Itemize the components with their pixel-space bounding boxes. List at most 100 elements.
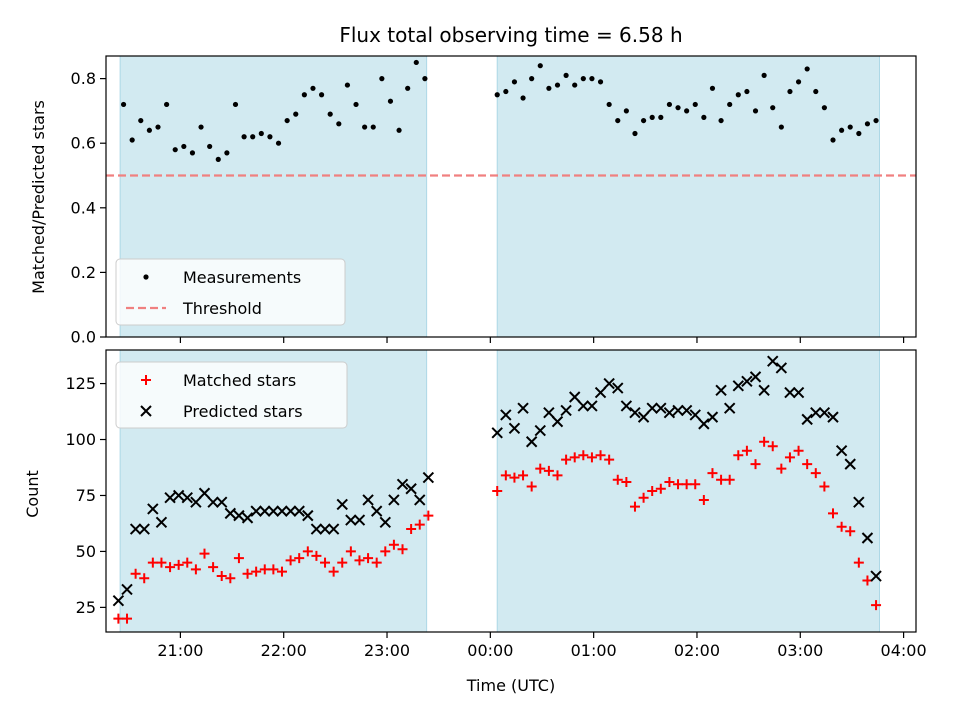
matched-star-point [612,474,623,485]
measurement-point [735,92,741,98]
measurement-point [546,85,552,91]
x-tick-label: 22:00 [261,641,307,660]
matched-star-point [629,501,640,512]
predicted-star-point [336,498,348,511]
predicted-star-point [250,505,262,517]
measurement-point [250,134,256,140]
series-matched-stars [113,436,882,624]
measurement-point [580,76,586,82]
legend: Matched stars Predicted stars [115,361,348,429]
predicted-star-point [741,375,753,388]
predicted-star-point [732,380,745,392]
predicted-star-point [603,377,615,390]
matched-star-point [561,454,572,465]
chart-title: Flux total observing time = 6.58 h [339,23,682,47]
y-tick-label: 75 [76,486,96,505]
y-tick-label: 100 [65,430,96,449]
matched-star-point [681,479,692,490]
measurement-point [129,137,135,143]
measurement-point [856,130,862,137]
predicted-star-point [818,406,831,419]
measurement-point [787,88,793,95]
predicted-star-point [121,583,133,596]
measurement-point [207,143,213,150]
measurement-point [181,143,187,150]
measurement-point [692,101,698,108]
measurement-point [138,117,144,124]
predicted-star-point [293,505,305,517]
predicted-star-point [810,406,822,419]
matched-star-point [113,613,124,624]
matched-star-point [802,459,813,470]
legend-box [115,361,348,429]
matched-star-point [225,573,236,584]
predicted-star-point [396,478,409,490]
matched-star-point [173,559,184,570]
predicted-star-point [629,406,641,419]
matched-star-point [518,470,529,481]
measurement-point [804,66,810,72]
measurement-point [727,101,733,108]
y-tick-label: 0.6 [71,134,96,153]
predicted-star-point [801,413,813,426]
x-axis-label: Time (UTC) [466,676,555,695]
legend-label: Matched stars [183,371,296,390]
matched-star-point [363,553,374,564]
predicted-star-point [853,496,865,508]
predicted-star-point [164,492,176,504]
matched-star-point [147,557,158,568]
predicted-star-point [491,427,503,439]
measurement-point [529,76,535,82]
measurement-point [422,76,428,82]
y-tick-label: 50 [76,542,96,561]
measurement-point [413,59,419,66]
measurement-point [520,95,526,101]
plot-frame [105,55,917,338]
measurement-point [353,101,359,108]
predicted-star-point [870,570,882,582]
matched-star-point [664,477,675,488]
predicted-star-point [560,404,572,417]
measurement-point [172,147,178,153]
matched-star-point [569,452,580,463]
predicted-star-point [388,494,400,506]
measurement-point [589,76,595,82]
matched-star-point [423,510,434,521]
predicted-star-point [517,402,529,414]
measurement-point [258,130,264,137]
matched-star-point [122,613,133,624]
predicted-star-point [844,458,856,470]
series-predicted-stars [112,355,882,607]
predicted-star-point [646,402,658,414]
matched-star-point [276,566,287,577]
measurement-point [563,72,569,78]
matched-star-point [750,459,761,470]
predicted-star-point [155,516,168,529]
measurement-point [336,121,342,127]
measurement-point [232,101,239,108]
measurement-point [675,105,681,111]
matched-star-point [130,568,141,579]
matched-star-point [638,492,649,503]
predicted-star-point [422,471,435,484]
matched-star-point [741,445,752,456]
matched-star-point [328,566,339,577]
y-tick-label: 0.4 [71,198,96,217]
predicted-star-point [500,409,512,421]
predicted-star-point [569,391,581,403]
legend-marker-measurements [143,274,149,280]
measurement-point [839,127,845,133]
predicted-star-point [508,422,521,435]
predicted-star-point [345,514,357,526]
predicted-star-point [216,496,228,508]
measurement-point [189,150,196,156]
x-tick-label: 23:00 [364,641,410,660]
y-tick-label: 0.2 [71,263,96,282]
predicted-star-point [534,424,546,437]
measurement-point [709,85,716,91]
matched-star-point [853,557,864,568]
legend-marker-matched [141,375,151,385]
measurement-point [847,124,853,130]
x-tick-label: 03:00 [777,641,823,660]
